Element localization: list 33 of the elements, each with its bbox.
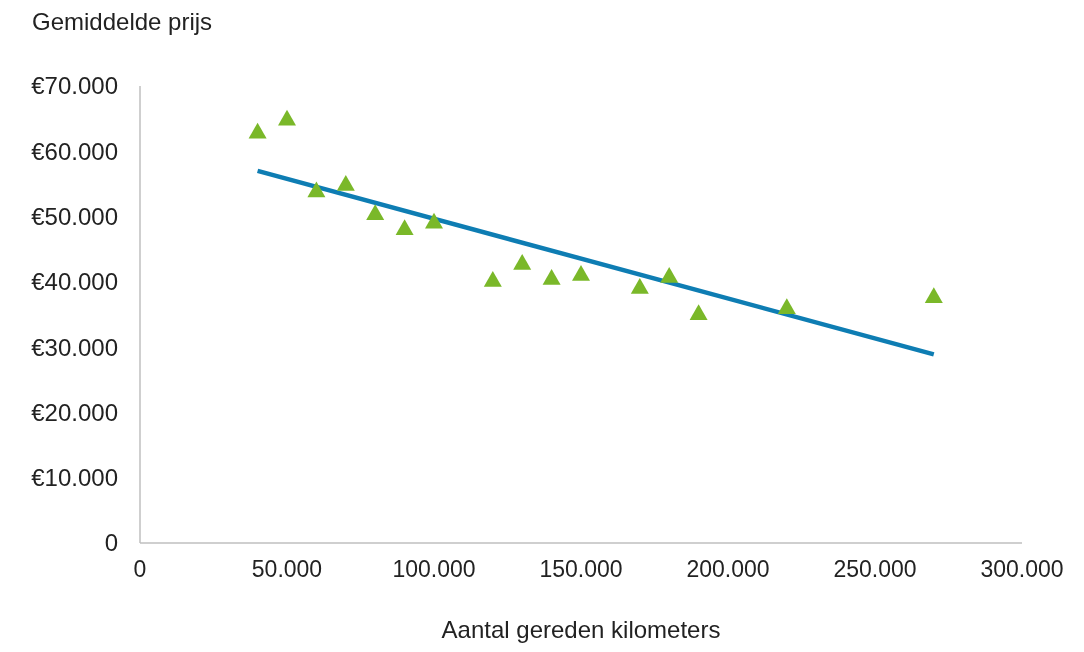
point bbox=[777, 298, 796, 315]
point bbox=[513, 253, 532, 270]
point bbox=[483, 270, 502, 287]
y-axis-title: Gemiddelde prijs bbox=[32, 8, 213, 35]
y-tick-label: €20.000 bbox=[31, 398, 118, 426]
x-tick-label: 250.000 bbox=[833, 556, 917, 582]
x-tick-label: 300.000 bbox=[980, 556, 1064, 582]
x-tick-label: 100.000 bbox=[392, 556, 476, 582]
y-tick-label: 0 bbox=[104, 529, 118, 557]
point bbox=[572, 265, 590, 281]
point bbox=[924, 287, 943, 303]
point bbox=[630, 278, 649, 294]
point bbox=[689, 304, 708, 320]
point bbox=[425, 212, 443, 229]
y-tick-label: €40.000 bbox=[31, 268, 118, 296]
y-tick-label: €10.000 bbox=[31, 464, 118, 492]
point bbox=[248, 122, 267, 139]
x-tick-label: 200.000 bbox=[686, 556, 770, 582]
x-axis-title: Aantal gereden kilometers bbox=[441, 616, 721, 643]
x-tick-label: 0 bbox=[133, 556, 147, 582]
point bbox=[366, 204, 385, 221]
y-tick-label: €50.000 bbox=[31, 202, 118, 230]
y-tick-label: €70.000 bbox=[31, 72, 118, 100]
point bbox=[336, 174, 355, 191]
point bbox=[278, 109, 296, 126]
x-tick-label: 150.000 bbox=[539, 556, 623, 582]
point bbox=[660, 266, 679, 283]
point bbox=[542, 268, 561, 285]
y-tick-label: €30.000 bbox=[31, 333, 118, 361]
x-tick-label: 50.000 bbox=[251, 556, 323, 582]
point bbox=[395, 219, 414, 236]
point bbox=[307, 181, 326, 198]
y-tick-label: €60.000 bbox=[31, 137, 118, 165]
